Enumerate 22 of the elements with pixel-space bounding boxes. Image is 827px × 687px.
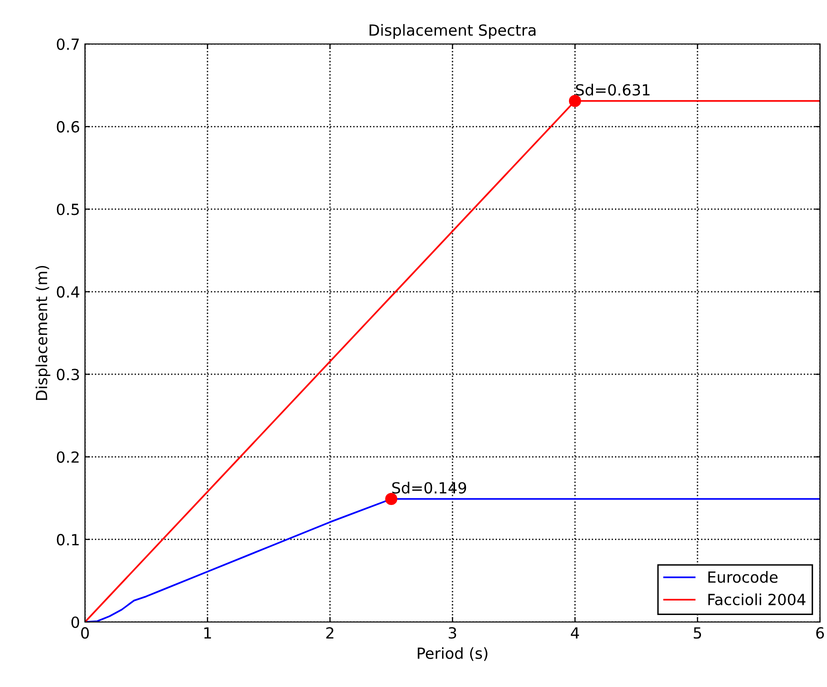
y-tick-label: 0 <box>71 616 80 628</box>
y-tick-label: 0.1 <box>56 534 79 546</box>
y-tick-label: 0.2 <box>56 451 79 463</box>
x-tick-label: 5 <box>694 627 702 639</box>
y-axis-title: Displacement (m) <box>36 266 50 400</box>
y-tick-label: 0.5 <box>56 204 79 216</box>
y-tick-label: 0.6 <box>56 121 80 133</box>
legend-label: Faccioli 2004 <box>708 593 806 606</box>
annotation: Sd=0.149 <box>392 482 466 494</box>
annotation: Sd=0.631 <box>576 84 650 96</box>
y-tick-label: 0.7 <box>56 38 79 50</box>
y-tick-label: 0.3 <box>56 368 79 380</box>
y-tick-label: 0.4 <box>56 286 80 298</box>
legend-label: Eurocode <box>708 571 778 583</box>
x-axis-title: Period (s) <box>418 647 488 661</box>
chart-title: Displacement Spectra <box>370 24 536 39</box>
x-tick-label: 4 <box>570 627 580 638</box>
x-tick-label: 6 <box>816 627 824 639</box>
x-tick-label: 2 <box>326 627 334 638</box>
x-tick-label: 1 <box>204 627 211 638</box>
x-tick-label: 0 <box>81 627 89 639</box>
x-tick-label: 3 <box>448 627 456 639</box>
